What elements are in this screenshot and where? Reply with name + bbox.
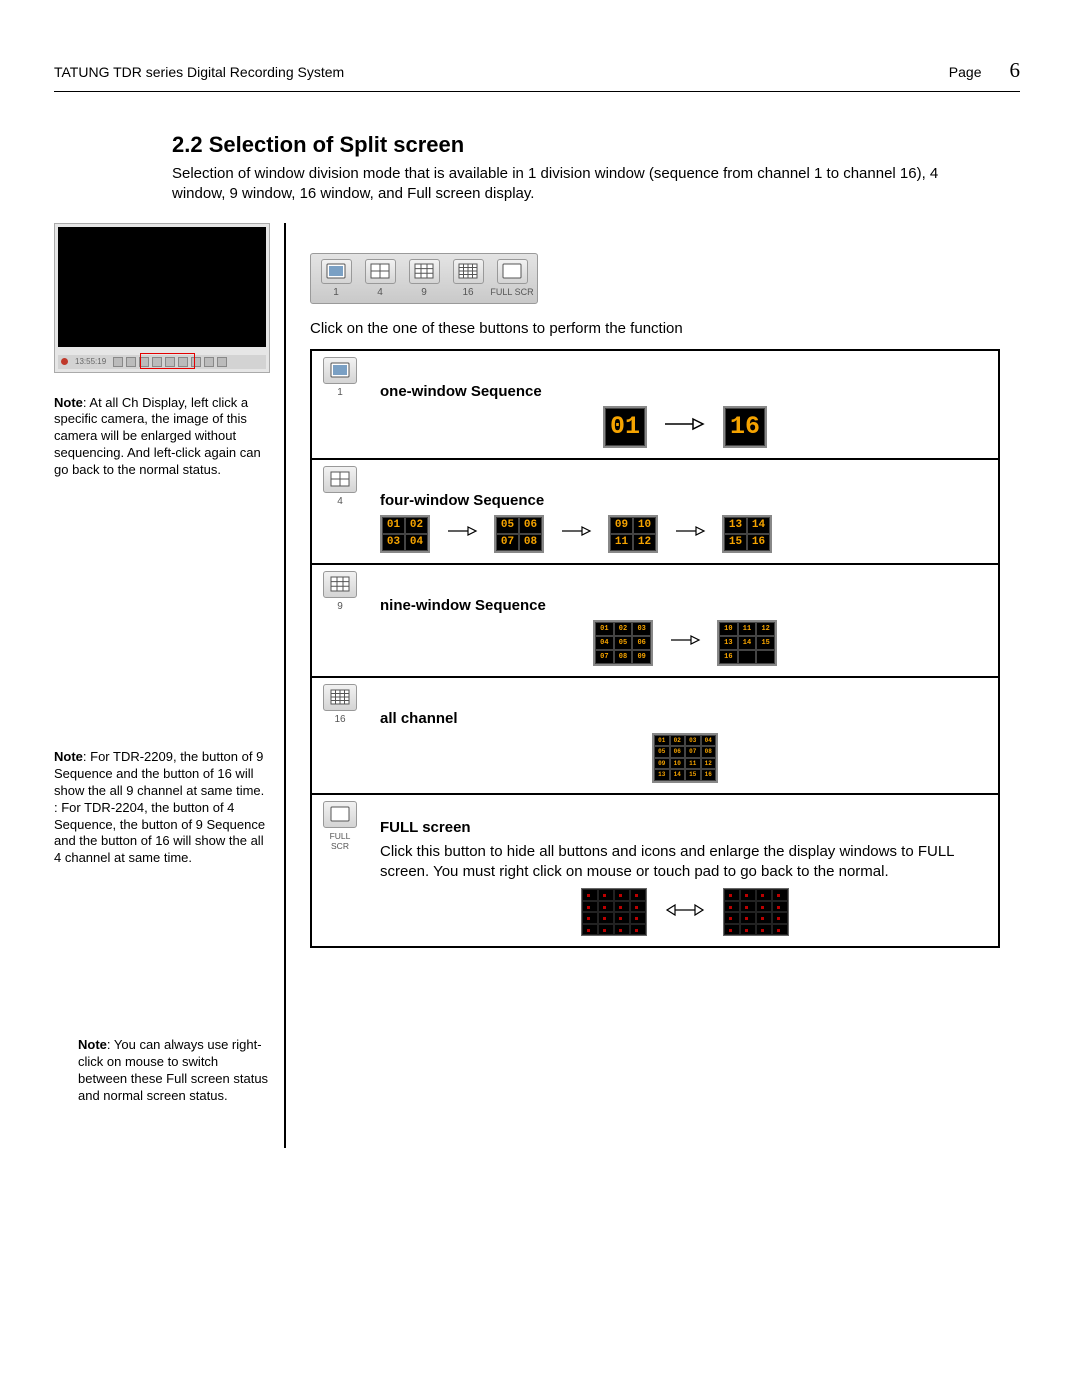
icon-4-window: 4: [320, 466, 360, 507]
note-1: Note: At all Ch Display, left click a sp…: [54, 395, 270, 479]
function-table: 1 one-window Sequence 01 16 4 four-windo…: [310, 349, 1000, 949]
section-title: 2.2 Selection of Split screen: [172, 132, 1020, 158]
row-title: FULL screen: [380, 819, 990, 836]
arrow-icon: [444, 524, 480, 543]
doc-title: TATUNG TDR series Digital Recording Syst…: [54, 64, 344, 80]
arrow-icon: [661, 415, 709, 438]
channel-01: 01: [603, 406, 647, 448]
row-title: one-window Sequence: [380, 383, 990, 400]
row-title: all channel: [380, 710, 990, 727]
channel-grid-4: 13141516: [722, 515, 772, 553]
section-intro: Selection of window division mode that i…: [172, 164, 980, 205]
channel-grid-4: 01020304: [380, 515, 430, 553]
row-one-window: 1 one-window Sequence 01 16: [312, 351, 998, 458]
icon-9-window: 9: [320, 571, 360, 612]
row-body: Click this button to hide all buttons an…: [380, 842, 990, 883]
channel-grid-16: 01020304050607080910111213141516: [652, 733, 718, 783]
row-full-screen: FULL SCR FULL screen Click this button t…: [312, 793, 998, 947]
btn-full-screen[interactable]: FULL SCR: [490, 257, 534, 300]
page-header: TATUNG TDR series Digital Recording Syst…: [54, 58, 1020, 92]
vertical-divider: [284, 223, 286, 1148]
channel-16: 16: [723, 406, 767, 448]
toolbar-strip: 1 4 9 16 FULL SCR: [310, 253, 538, 304]
arrow-icon: [672, 524, 708, 543]
right-column: 1 4 9 16 FULL SCR Click on the one of th…: [310, 223, 1020, 1148]
toolbar-caption: Click on the one of these buttons to per…: [310, 320, 1000, 337]
row-nine-window: 9 nine-window Sequence 01020304050607080…: [312, 563, 998, 676]
highlight-box: [140, 353, 195, 369]
icon-full-screen: FULL SCR: [320, 801, 360, 851]
arrow-icon: [558, 524, 594, 543]
row-title: nine-window Sequence: [380, 597, 990, 614]
screenshot-mock: 13:55:19: [54, 223, 270, 373]
note-2: Note: For TDR-2209, the button of 9 Sequ…: [54, 749, 270, 867]
channel-grid-9: 10111213141516: [717, 620, 777, 666]
icon-1-window: 1: [320, 357, 360, 398]
fullscreen-after: [723, 888, 789, 936]
row-all-channel: 16 all channel 0102030405060708091011121…: [312, 676, 998, 793]
row-four-window: 4 four-window Sequence 01020304 05060708 0…: [312, 458, 998, 563]
fullscreen-before: [581, 888, 647, 936]
arrow-bidir-icon: [661, 902, 709, 923]
arrow-icon: [667, 633, 703, 652]
page-word: Page: [949, 64, 982, 80]
icon-16-window: 16: [320, 684, 360, 725]
btn-9-window[interactable]: 9: [402, 257, 446, 300]
channel-grid-9: 010203040506070809: [593, 620, 653, 666]
channel-grid-4: 05060708: [494, 515, 544, 553]
page-number: 6: [1010, 58, 1021, 83]
btn-1-window[interactable]: 1: [314, 257, 358, 300]
btn-16-window[interactable]: 16: [446, 257, 490, 300]
left-column: 13:55:19 Note: At all Ch Display, left c…: [54, 223, 270, 1148]
btn-4-window[interactable]: 4: [358, 257, 402, 300]
row-title: four-window Sequence: [380, 492, 990, 509]
note-3: Note: You can always use right-click on …: [54, 1037, 270, 1105]
channel-grid-4: 09101112: [608, 515, 658, 553]
